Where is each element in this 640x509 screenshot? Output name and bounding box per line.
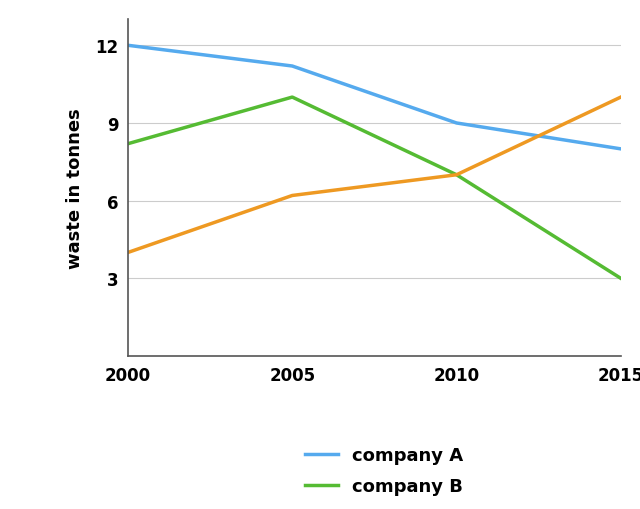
company B bbox=[452, 173, 460, 179]
Line: company A: company A bbox=[128, 46, 621, 150]
Line: company B: company B bbox=[128, 98, 621, 279]
company A bbox=[289, 64, 296, 70]
company C bbox=[452, 173, 460, 179]
company C bbox=[617, 95, 625, 101]
Line: company C: company C bbox=[128, 98, 621, 253]
company B bbox=[124, 142, 132, 148]
company A bbox=[124, 43, 132, 49]
company C bbox=[289, 193, 296, 199]
company A bbox=[452, 121, 460, 127]
company C bbox=[124, 250, 132, 256]
company B bbox=[617, 276, 625, 282]
company B bbox=[289, 95, 296, 101]
company A bbox=[617, 147, 625, 153]
Legend: company A, company B, company C: company A, company B, company C bbox=[298, 439, 470, 509]
Y-axis label: waste in tonnes: waste in tonnes bbox=[66, 108, 84, 269]
